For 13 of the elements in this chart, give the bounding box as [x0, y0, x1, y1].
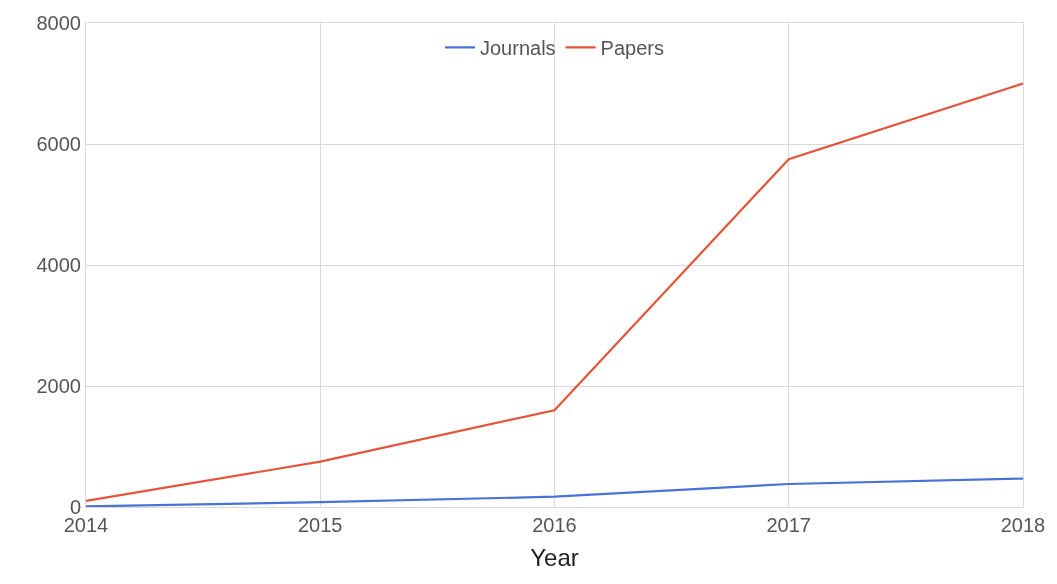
y-tick-label: 4000	[36, 254, 81, 276]
x-axis-title: Year	[530, 544, 579, 572]
y-tick-label: 6000	[36, 133, 81, 155]
line-series	[86, 477, 1023, 507]
x-tick-label: 2018	[1000, 514, 1046, 536]
x-tick-label: 2016	[532, 514, 577, 536]
y-tick-label: 8000	[36, 12, 81, 34]
legend-label: Papers	[600, 37, 664, 60]
line-series	[86, 82, 1023, 503]
x-tick-label: 2017	[766, 514, 811, 536]
legend-label: Journals	[480, 37, 556, 60]
x-tick-label: 2015	[298, 514, 343, 536]
y-tick-label: 2000	[36, 375, 81, 397]
